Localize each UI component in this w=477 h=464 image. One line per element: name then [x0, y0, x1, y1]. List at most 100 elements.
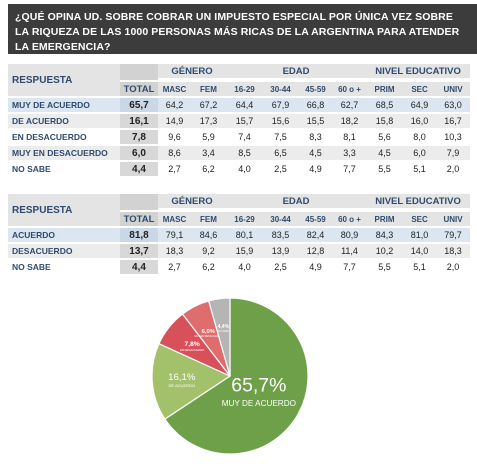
slice-category-label: MUY DE ACUERDO — [222, 399, 296, 408]
cell: 15,9 — [226, 244, 263, 258]
cell: 14,9 — [158, 114, 191, 128]
cell: 62,7 — [333, 98, 367, 112]
cell: 4,0 — [226, 162, 263, 176]
header-cell — [120, 64, 158, 80]
header-cell: MASC — [158, 212, 191, 226]
row-label: DESACUERDO — [8, 244, 120, 258]
cell: 10,3 — [436, 130, 471, 144]
cell: 12,8 — [298, 244, 333, 258]
header-cell: UNIV — [436, 82, 471, 96]
pie-slice — [164, 297, 309, 455]
cell: 6,5 — [263, 146, 298, 160]
header-cell: 30-44 — [263, 82, 298, 96]
cell: 9,2 — [191, 244, 226, 258]
header-cell: 30-44 — [263, 212, 298, 226]
slice-value-label: 16,1% — [168, 372, 196, 383]
header-group: EDAD — [226, 194, 367, 210]
cell: 66,8 — [298, 98, 333, 112]
cell: 18,3 — [436, 244, 471, 258]
header-group: NIVEL EDUCATIVO — [366, 194, 471, 210]
cell: 6,0 — [120, 146, 158, 160]
cell: 2,7 — [158, 260, 191, 274]
cell: 4,9 — [298, 260, 333, 274]
cell: 5,9 — [191, 130, 226, 144]
cell: 7,5 — [263, 130, 298, 144]
row-label: EN DESACUERDO — [8, 130, 120, 144]
slice-category-label: DE ACUERDO — [168, 383, 195, 388]
cell: 2,0 — [436, 162, 471, 176]
title: ¿QUÉ OPINA UD. SOBRE COBRAR UN IMPUESTO … — [8, 4, 477, 54]
cell: 5,5 — [366, 162, 404, 176]
cell: 18,2 — [333, 114, 367, 128]
cell: 81,0 — [403, 228, 437, 242]
cell: 3,4 — [191, 146, 226, 160]
header-cell: 45-59 — [298, 82, 333, 96]
cell: 80,1 — [226, 228, 263, 242]
cell: 6,2 — [191, 162, 226, 176]
cell: 17,3 — [191, 114, 226, 128]
pie-slice — [151, 342, 232, 420]
cell: 16,7 — [436, 114, 471, 128]
cell: 7,8 — [120, 130, 158, 144]
cell: 10,2 — [366, 244, 404, 258]
cell: 11,4 — [333, 244, 367, 258]
cell: 8,0 — [403, 130, 437, 144]
slice-value-label: 7,8% — [185, 341, 200, 348]
cell: 4,5 — [298, 146, 333, 160]
pie-slice — [207, 297, 231, 377]
header-group: GÉNERO — [158, 194, 226, 210]
cell: 9,6 — [158, 130, 191, 144]
cell: 4,0 — [226, 260, 263, 274]
cell: 8,1 — [333, 130, 367, 144]
cell: 79,1 — [158, 228, 191, 242]
cell: 14,0 — [403, 244, 437, 258]
cell: 8,6 — [158, 146, 191, 160]
cell: 3,3 — [333, 146, 367, 160]
cell: 5,1 — [403, 260, 437, 274]
slice-value-label: 6,0% — [202, 329, 216, 335]
header-cell: 16-29 — [226, 82, 263, 96]
cell: 15,5 — [298, 114, 333, 128]
row-label: NO SABE — [8, 260, 120, 274]
header-cell: PRIM — [366, 212, 404, 226]
cell: 13,7 — [120, 244, 158, 258]
header-cell — [120, 194, 158, 210]
cell: 5,1 — [403, 162, 437, 176]
header-cell: TOTAL — [120, 212, 158, 226]
pie-chart: 65,7% MUY DE ACUERDO 16,1%DE ACUERDO 7,8%EN… — [151, 297, 309, 455]
cell: 65,7 — [120, 98, 158, 112]
cell: 6,2 — [191, 260, 226, 274]
cell: 15,7 — [226, 114, 263, 128]
cell: 64,2 — [158, 98, 191, 112]
cell: 7,7 — [333, 260, 367, 274]
cell: 79,7 — [436, 228, 471, 242]
cell: 82,4 — [298, 228, 333, 242]
header-cell: RESPUESTA — [8, 64, 120, 96]
header-cell: 60 o + — [333, 212, 367, 226]
slice-category-label: MUY EN DESACUERDO — [194, 335, 222, 338]
cell: 4,4 — [120, 162, 158, 176]
slice-category-label: EN DESACUERDO — [180, 348, 205, 352]
row-label: DE ACUERDO — [8, 114, 120, 128]
cell: 2,5 — [263, 260, 298, 274]
cell: 67,9 — [263, 98, 298, 112]
cell: 15,8 — [366, 114, 404, 128]
header-cell: RESPUESTA — [8, 194, 120, 226]
cell: 6,0 — [403, 146, 437, 160]
cell: 80,9 — [333, 228, 367, 242]
cell: 68,5 — [366, 98, 404, 112]
table: RESPUESTA GÉNERO EDAD NIVEL EDUCATIVO TOTAL M… — [8, 192, 471, 276]
cell: 5,6 — [366, 130, 404, 144]
slice-value-label: 65,7% — [231, 375, 286, 397]
cell: 67,2 — [191, 98, 226, 112]
header-group: EDAD — [226, 64, 367, 80]
cell: 64,9 — [403, 98, 437, 112]
cell: 4,5 — [366, 146, 404, 160]
cell: 4,9 — [298, 162, 333, 176]
cell: 16,0 — [403, 114, 437, 128]
cell: 8,5 — [226, 146, 263, 160]
cell: 13,9 — [263, 244, 298, 258]
row-label: NO SABE — [8, 162, 120, 176]
cell: 18,3 — [158, 244, 191, 258]
header-group: GÉNERO — [158, 64, 226, 80]
